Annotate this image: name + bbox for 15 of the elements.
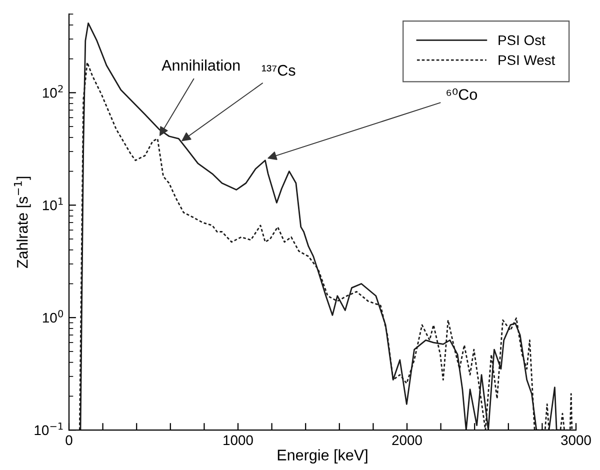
legend-label: PSI Ost bbox=[498, 35, 546, 46]
x-tick-label: 2000 bbox=[392, 435, 422, 446]
x-tick-label: 1000 bbox=[224, 435, 253, 446]
y-tick-label: 10$^{0}$ bbox=[42, 310, 64, 323]
annotation: Annihilation bbox=[162, 60, 240, 71]
annotation: ¹³⁷Cs bbox=[262, 64, 296, 76]
y-tick-label: 10$^{1}$ bbox=[42, 198, 63, 210]
x-tick-label: 0 bbox=[66, 435, 72, 446]
y-axis-title: Zahlrate [s$^{−1}$] bbox=[14, 176, 31, 268]
annotation: ⁶⁰Co bbox=[446, 88, 478, 100]
y-tick-label: 10$^{−1}$ bbox=[34, 422, 63, 436]
y-tick-label: 10$^{2}$ bbox=[42, 85, 63, 98]
x-axis-title: Energie [keV] bbox=[278, 449, 368, 464]
x-tick-label: 3000 bbox=[561, 435, 591, 446]
legend-label: PSI West bbox=[498, 55, 556, 66]
